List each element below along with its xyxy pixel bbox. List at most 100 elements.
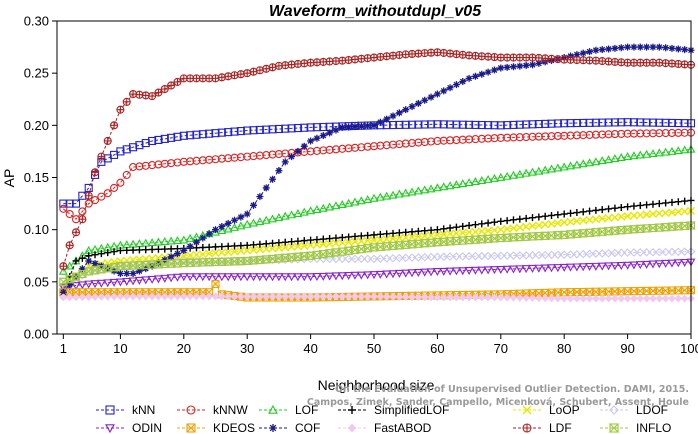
series-marker: [522, 405, 532, 415]
series-marker: [610, 213, 619, 222]
series-marker: [65, 199, 74, 208]
series-marker: [250, 241, 258, 249]
series-marker: [566, 250, 575, 259]
series-marker: [420, 293, 429, 302]
series-marker: [476, 235, 487, 244]
series-marker: [338, 254, 347, 264]
series-marker: [408, 103, 416, 111]
series-marker: [186, 157, 195, 166]
series-marker: [363, 236, 372, 245]
series-marker: [167, 81, 176, 90]
x-tick-label: 100: [680, 341, 698, 356]
series-marker: [237, 242, 245, 250]
series-marker: [629, 118, 638, 127]
series-marker: [440, 225, 448, 233]
series-marker: [198, 273, 208, 282]
series-marker: [103, 189, 112, 198]
series-marker: [268, 404, 278, 414]
series-marker: [109, 278, 119, 287]
series-marker: [527, 232, 538, 241]
series-marker: [624, 203, 632, 211]
series-marker: [674, 128, 683, 137]
series-marker: [274, 213, 284, 222]
series-marker: [109, 263, 119, 272]
series-marker: [357, 143, 366, 152]
series-marker: [521, 168, 531, 177]
series-marker: [192, 250, 201, 259]
series-marker: [242, 256, 253, 266]
series-marker: [129, 163, 138, 172]
series-marker: [401, 269, 411, 278]
series-marker: [426, 184, 436, 193]
series-marker: [306, 292, 315, 301]
series-marker: [578, 159, 588, 168]
series-marker: [262, 184, 270, 192]
series-marker: [211, 249, 220, 258]
series-marker: [135, 141, 144, 150]
series-marker: [376, 254, 385, 263]
series-marker: [655, 247, 664, 257]
series-marker: [604, 294, 613, 303]
series-marker: [560, 131, 569, 140]
series-marker: [402, 228, 410, 236]
series-marker: [508, 233, 519, 242]
series-marker: [643, 43, 651, 51]
series-marker: [667, 118, 677, 127]
series-marker: [622, 225, 633, 234]
series-marker: [338, 56, 347, 65]
series-marker: [655, 43, 663, 51]
series-marker: [185, 258, 195, 267]
series-marker: [115, 278, 125, 287]
series-marker: [623, 152, 633, 160]
series-marker: [579, 118, 588, 127]
series-marker: [173, 250, 181, 258]
series-marker: [186, 405, 196, 415]
series-marker: [65, 241, 74, 250]
series-marker: [364, 122, 372, 130]
series-marker: [679, 221, 690, 230]
series-marker: [256, 193, 264, 201]
series-marker: [528, 222, 537, 231]
series-marker: [345, 123, 353, 131]
series-marker: [439, 230, 448, 239]
series-marker: [642, 149, 652, 158]
legend-label: ODIN: [132, 421, 162, 434]
series-marker: [446, 49, 455, 58]
legend-item-inflo: INFLO: [600, 421, 671, 434]
series-marker: [65, 209, 74, 219]
series-marker: [407, 187, 417, 196]
series-marker: [78, 215, 87, 224]
series-marker: [470, 235, 481, 244]
series-marker: [572, 131, 581, 140]
series-marker: [180, 247, 188, 255]
series-marker: [382, 235, 391, 244]
series-marker: [484, 226, 493, 235]
series-marker: [382, 270, 392, 279]
series-marker: [617, 212, 626, 221]
series-marker: [522, 120, 531, 129]
series-marker: [401, 120, 410, 129]
series-marker: [154, 275, 163, 284]
series-marker: [217, 248, 226, 257]
series-marker: [370, 292, 378, 301]
series-marker: [262, 125, 271, 134]
series-marker: [116, 105, 125, 114]
series-marker: [496, 133, 505, 142]
y-tick-label: 0.30: [24, 14, 49, 29]
series-marker: [566, 217, 575, 226]
series-marker: [611, 204, 619, 212]
series-marker: [243, 292, 252, 301]
series-marker: [528, 250, 537, 260]
series-marker: [274, 273, 284, 282]
series-marker: [255, 245, 264, 254]
series-marker: [147, 238, 157, 247]
series-marker: [452, 120, 461, 129]
series-marker: [661, 259, 671, 268]
series-marker: [642, 210, 651, 219]
series-marker: [382, 52, 391, 61]
series-marker: [318, 250, 329, 259]
series-marker: [205, 129, 214, 138]
series-marker: [395, 109, 403, 117]
series-marker: [465, 228, 474, 237]
series-marker: [223, 257, 234, 266]
